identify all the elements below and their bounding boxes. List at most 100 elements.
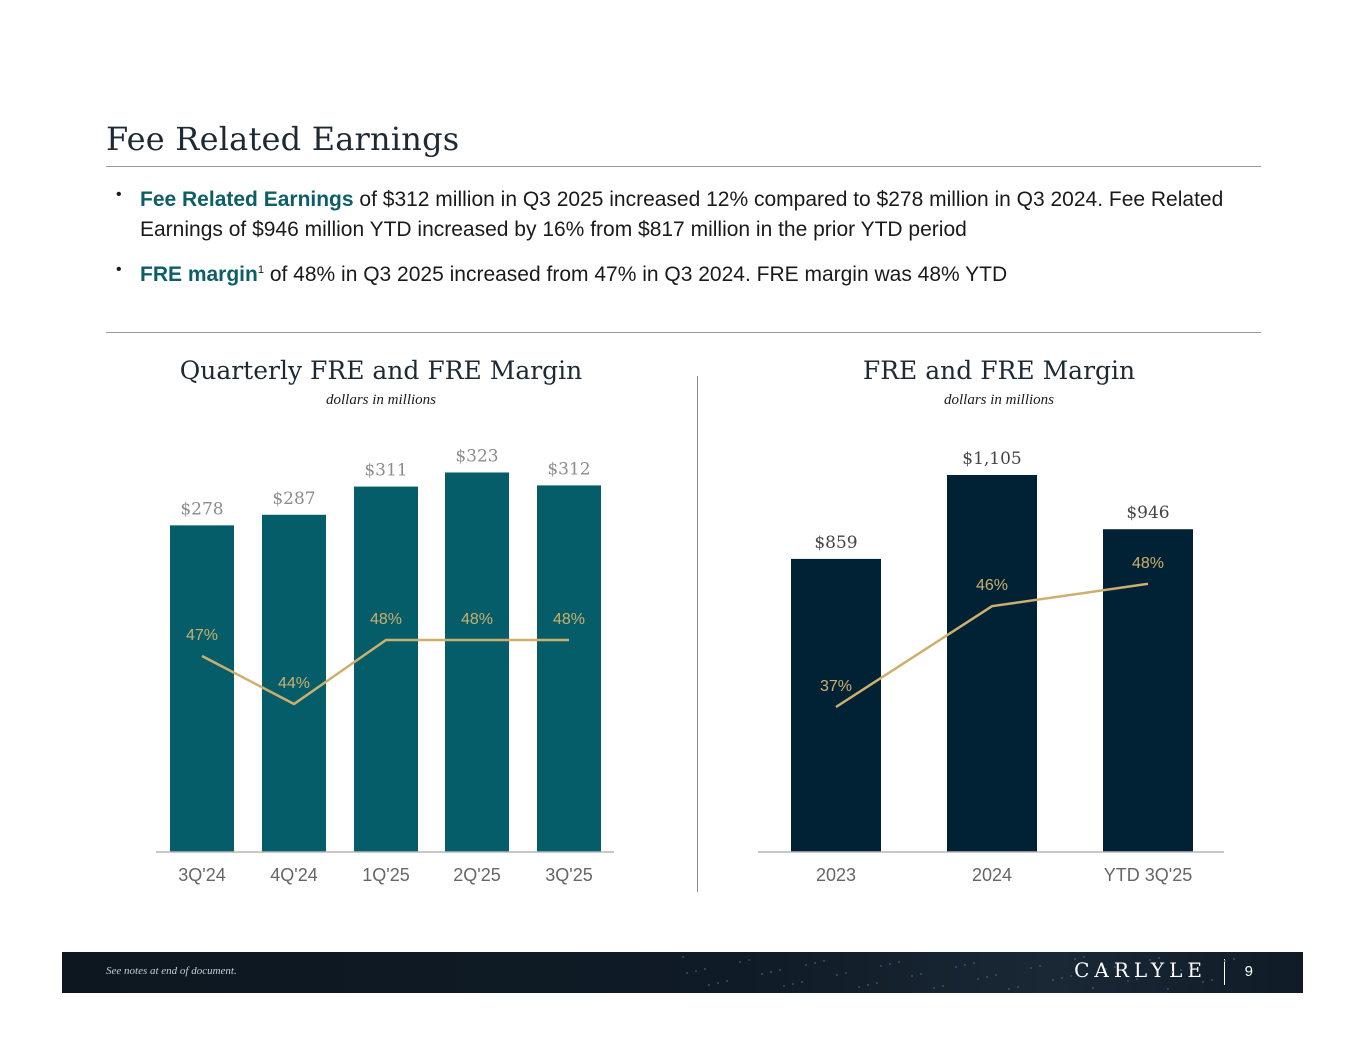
footer-speck: [801, 981, 803, 983]
footer-speck: [986, 976, 988, 978]
footer-speck: [1052, 979, 1054, 981]
bullet-highlight: Fee Related Earnings: [140, 188, 354, 211]
margin-label: 44%: [278, 675, 310, 692]
footer-speck: [836, 974, 838, 976]
margin-line: [835, 582, 1149, 709]
footer-speck: [1017, 986, 1019, 988]
bullet-item: • Fee Related Earnings of $312 million i…: [112, 180, 1262, 245]
bar-value-label: $323: [455, 446, 498, 466]
page-number: 9: [1244, 963, 1253, 980]
bar-value-label: $278: [180, 499, 223, 519]
footer-speck: [761, 973, 763, 975]
bullet-highlight: FRE margin: [140, 263, 258, 286]
bar: [445, 472, 509, 852]
footer-bar: See notes at end of document. CARLYLE 9: [62, 952, 1303, 993]
footer-speck: [805, 964, 807, 966]
margin-label: 48%: [1132, 555, 1164, 572]
bar-value-label: $311: [364, 461, 407, 481]
footer-speck: [1211, 979, 1213, 981]
margin-label: 48%: [461, 611, 493, 628]
bar: [947, 474, 1037, 852]
chart-subtitle-annual: dollars in millions: [943, 392, 1055, 408]
footer-speck: [845, 972, 847, 974]
margin-label: 46%: [976, 577, 1008, 594]
footer-speck: [682, 956, 684, 958]
bar-value-label: $946: [1126, 503, 1169, 523]
bar: [170, 525, 234, 852]
footer-speck: [695, 970, 697, 972]
x-tick-label: YTD 3Q'25: [1104, 865, 1192, 885]
footer-speck: [858, 986, 860, 988]
footer-speck: [726, 980, 728, 982]
footer-speck: [995, 974, 997, 976]
bullet-text: of 48% in Q3 2025 increased from 47% in …: [263, 263, 1008, 286]
footer-speck: [911, 975, 913, 977]
x-tick-label: 2023: [816, 865, 856, 885]
footer-speck: [1070, 975, 1072, 977]
chart-divider: [697, 376, 698, 892]
chart-title-quarterly: Quarterly FRE and FRE Margin: [179, 356, 583, 385]
bar: [354, 486, 418, 852]
bar-value-label: $312: [547, 459, 590, 479]
footer-speck: [1030, 967, 1032, 969]
page-title: Fee Related Earnings: [106, 120, 460, 158]
footer-separator: [1224, 959, 1225, 985]
title-rule: [106, 166, 1261, 167]
footer-speck: [964, 964, 966, 966]
footer-speck: [1127, 980, 1129, 982]
footer-speck: [1114, 966, 1116, 968]
footer-speck: [880, 965, 882, 967]
footer-speck: [898, 961, 900, 963]
footer-speck: [867, 984, 869, 986]
section-rule: [106, 332, 1261, 333]
footer-note: See notes at end of document.: [106, 965, 237, 977]
footer-speck: [1224, 960, 1226, 962]
footer-speck: [1233, 958, 1235, 960]
footer-speck: [770, 971, 772, 973]
footer-speck: [889, 963, 891, 965]
footer-speck: [748, 959, 750, 961]
footer-speck: [708, 984, 710, 986]
bullet-sup: 1: [257, 264, 264, 276]
footer-speck: [717, 982, 719, 984]
footer-speck: [942, 985, 944, 987]
footer-speck: [739, 961, 741, 963]
footer-speck: [1202, 981, 1204, 983]
footer-speck: [1092, 987, 1094, 989]
x-tick-label: 2024: [972, 865, 1012, 885]
x-tick-label: 3Q'24: [178, 865, 225, 885]
bullet-dot: •: [116, 261, 122, 278]
footer-speck: [792, 983, 794, 985]
bar: [262, 514, 326, 852]
footer-speck: [1149, 959, 1151, 961]
footer-speck: [779, 969, 781, 971]
x-tick-label: 2Q'25: [453, 865, 500, 885]
footer-speck: [1189, 967, 1191, 969]
footer-speck: [955, 966, 957, 968]
footer-speck: [1171, 971, 1173, 973]
footer-speck: [1039, 965, 1041, 967]
margin-label: 48%: [370, 611, 402, 628]
bullet-list: • Fee Related Earnings of $312 million i…: [112, 180, 1262, 300]
margin-label: 37%: [820, 678, 852, 695]
footer-speck: [977, 978, 979, 980]
footer-speck: [1105, 968, 1107, 970]
footer-speck: [1061, 977, 1063, 979]
footer-speck: [1158, 957, 1160, 959]
bar-value-label: $859: [814, 533, 857, 553]
carlyle-logo: CARLYLE: [1074, 958, 1207, 982]
bar: [1103, 529, 1193, 852]
x-tick-label: 4Q'24: [270, 865, 317, 885]
bar-value-label: $1,105: [962, 449, 1021, 469]
footer-speck: [686, 972, 688, 974]
bar-value-label: $287: [272, 489, 315, 509]
bar: [537, 485, 601, 852]
footer-speck: [704, 968, 706, 970]
bar: [791, 558, 881, 852]
bullet-dot: •: [116, 186, 122, 203]
footer-speck: [1074, 958, 1076, 960]
footer-speck: [823, 960, 825, 962]
footer-speck: [920, 973, 922, 975]
footer-speck: [1167, 988, 1169, 990]
chart-title-annual: FRE and FRE Margin: [862, 356, 1136, 385]
